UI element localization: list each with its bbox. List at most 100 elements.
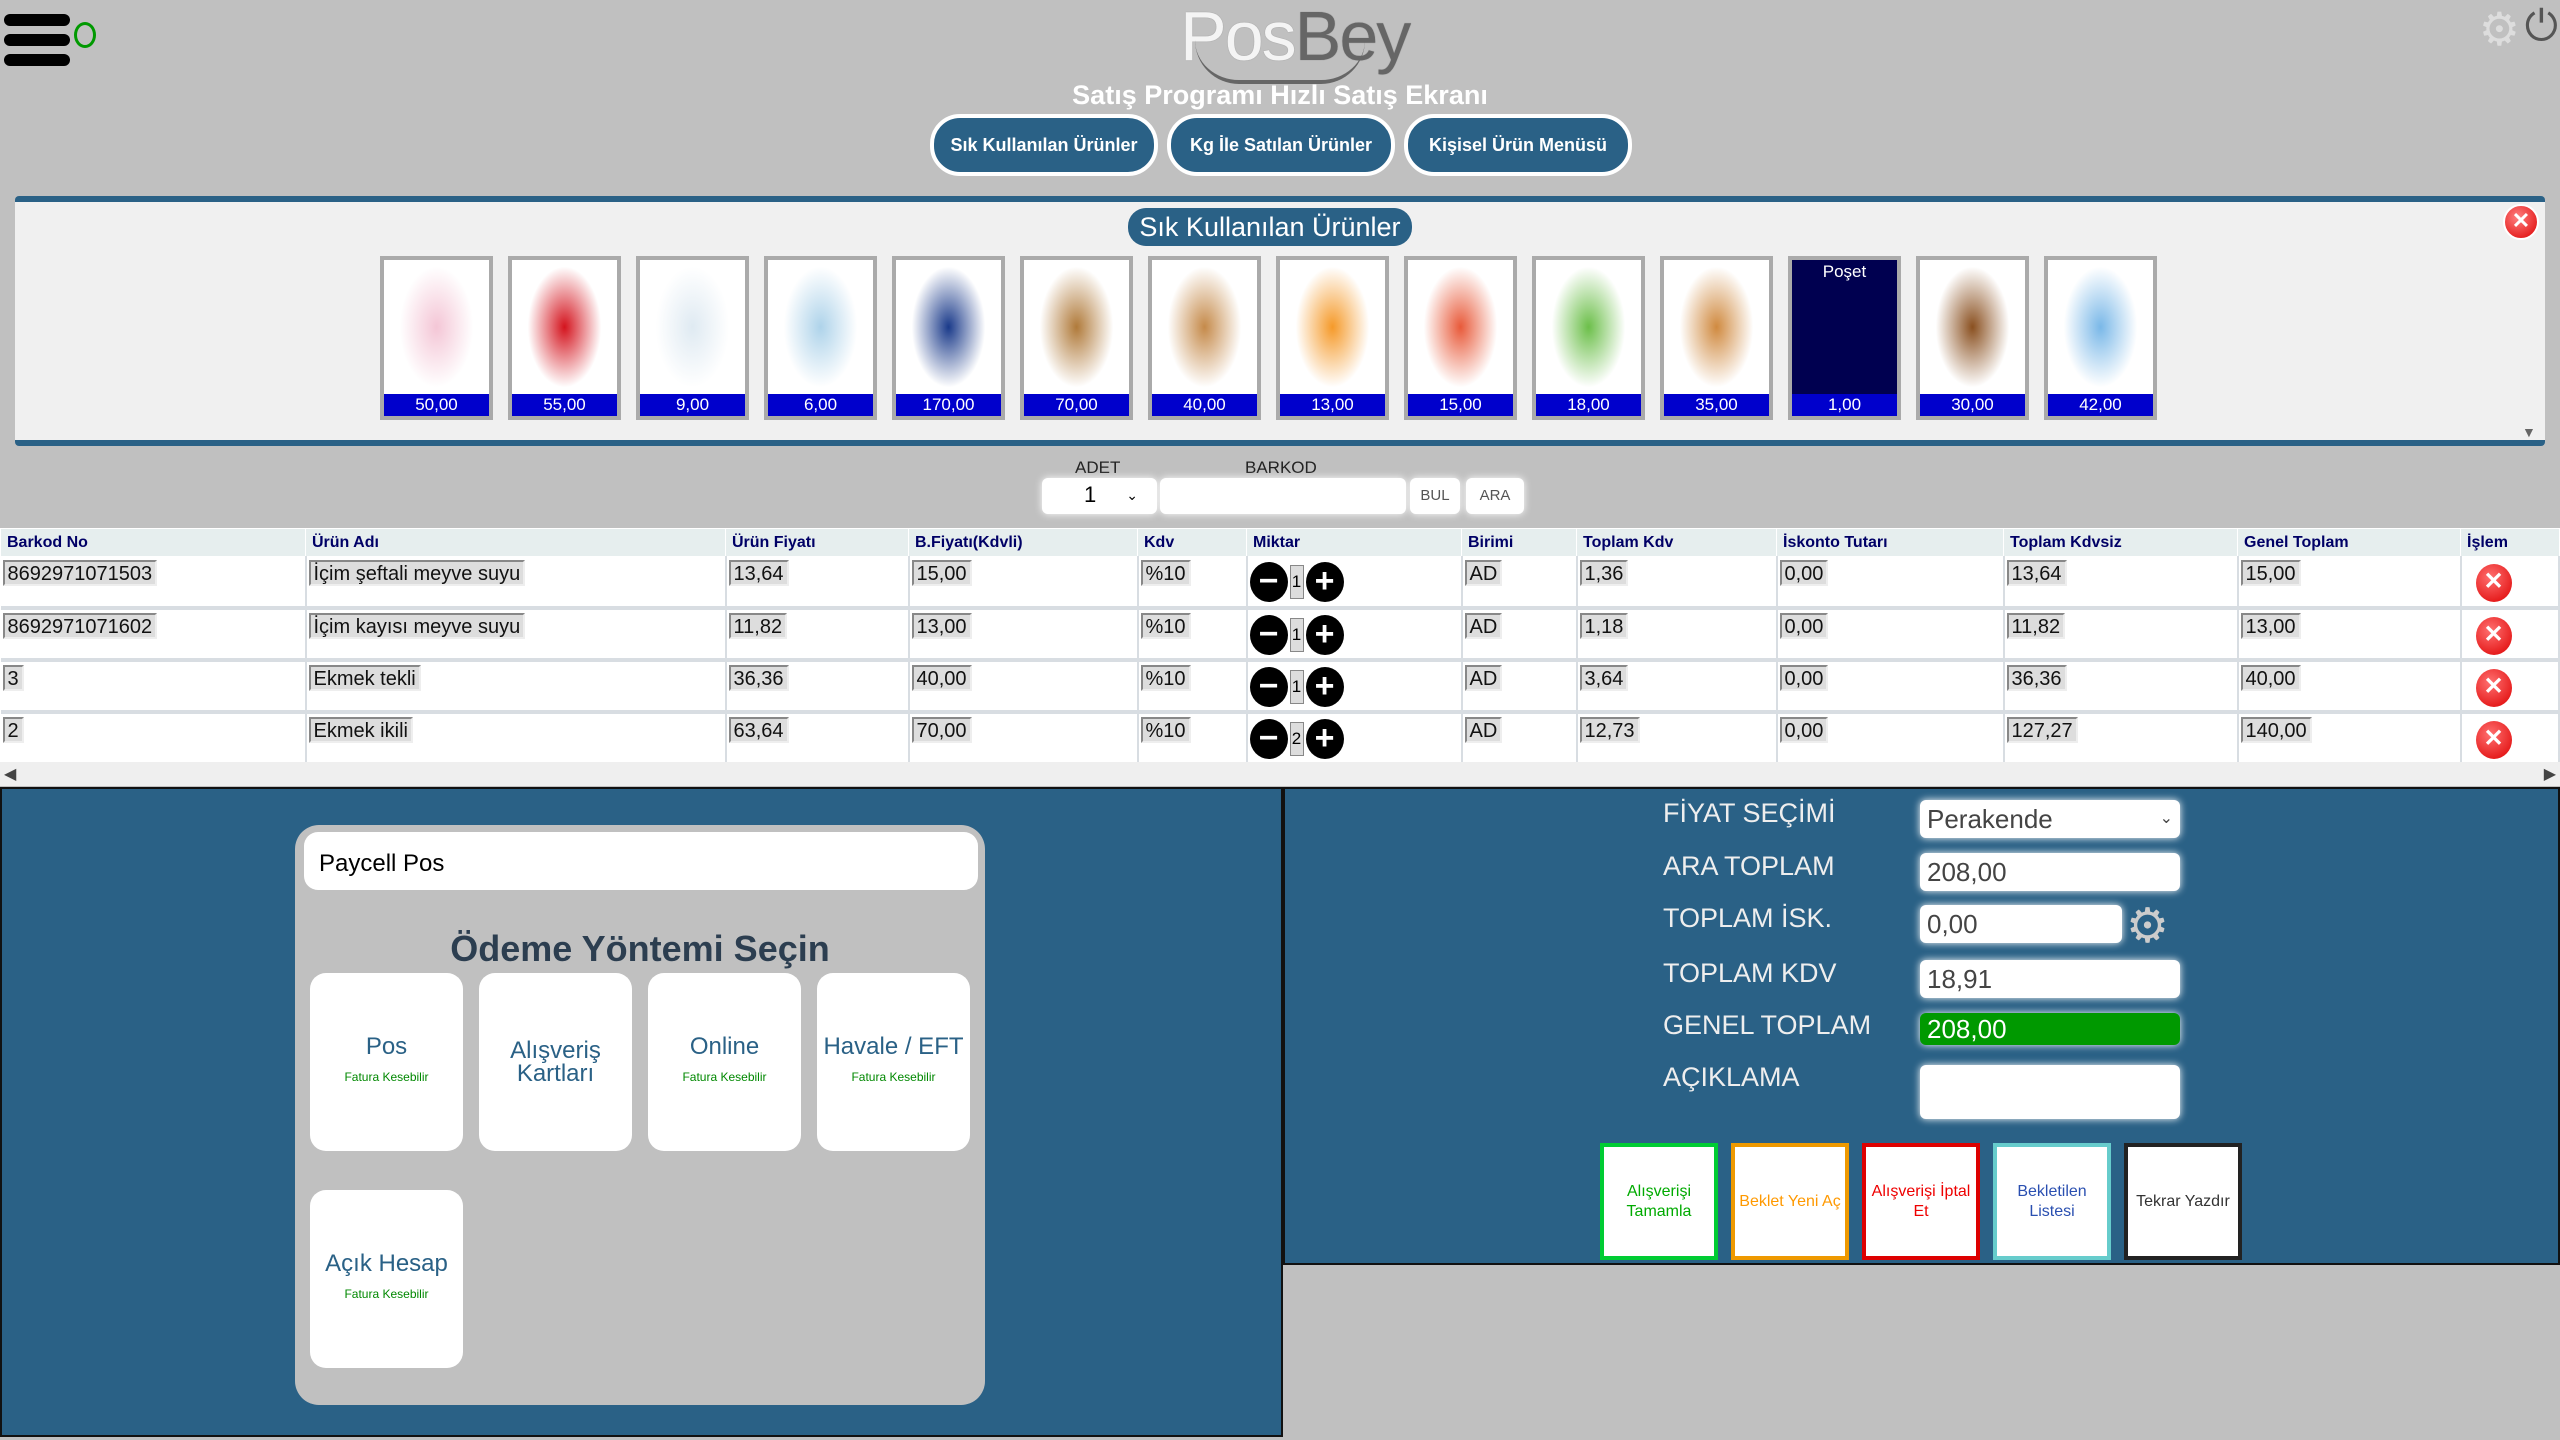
cell-field[interactable]: 13,64 [728,560,789,586]
qty-input[interactable]: 1 [1289,565,1304,599]
pos-provider-field[interactable]: Paycell Pos [304,832,978,890]
cell-field[interactable]: 1,18 [1579,612,1629,639]
cell-field[interactable]: AD [1464,612,1503,639]
cell-field[interactable]: 1,36 [1579,560,1629,586]
cell-field[interactable]: 11,82 [728,612,788,639]
cell-field[interactable]: 0,00 [1779,664,1829,691]
cell-field[interactable]: 13,00 [911,612,972,639]
decrease-qty-button[interactable]: − [1249,666,1288,707]
payment-method-card[interactable]: Alışveriş Kartları [479,973,632,1151]
payment-method-card[interactable]: Pos Fatura Kesebilir [310,973,463,1151]
decrease-qty-button[interactable]: − [1249,614,1288,655]
cell-field[interactable]: 127,27 [2006,716,2078,743]
fiyat-select[interactable]: Perakende ⌄ [1920,800,2180,838]
cell-field[interactable]: 13,64 [2006,560,2067,586]
ara-button[interactable]: ARA [1466,478,1524,514]
cell-field[interactable]: 36,36 [728,664,789,691]
cell-field[interactable]: İçim kayısı meyve suyu [308,612,526,639]
cell-field[interactable]: 40,00 [2240,664,2301,691]
delete-row-icon[interactable]: ✕ [2475,720,2512,759]
nav-personal-menu[interactable]: Kişisel Ürün Menüsü [1404,114,1632,176]
cell-field[interactable]: AD [1464,664,1503,691]
cell-field[interactable]: 0,00 [1779,612,1829,639]
increase-qty-button[interactable]: + [1305,666,1344,707]
cell-field[interactable]: Ekmek tekli [308,664,421,691]
decrease-qty-button[interactable]: − [1249,718,1288,759]
scroll-right-icon[interactable]: ▶ [2543,766,2556,783]
close-panel-icon[interactable]: ✕ [2503,204,2539,240]
increase-qty-button[interactable]: + [1305,718,1344,759]
cell-field[interactable]: %10 [1140,716,1191,743]
cell-field[interactable]: 15,00 [2240,560,2301,586]
product-tile[interactable]: 15,00 [1404,256,1517,420]
cell-field[interactable]: 2 [2,716,24,743]
cell-field[interactable]: 70,00 [911,716,972,743]
cell-field[interactable]: Ekmek ikili [308,716,413,743]
qty-input[interactable]: 1 [1289,669,1304,704]
cell-field[interactable]: 40,00 [911,664,972,691]
scroll-left-icon[interactable]: ◀ [4,766,17,783]
cell-field[interactable]: 11,82 [2006,612,2066,639]
delete-row-icon[interactable]: ✕ [2475,616,2512,655]
cell-field[interactable]: AD [1464,716,1503,743]
action-button[interactable]: Tekrar Yazdır [2124,1143,2242,1260]
cell-field[interactable]: 3 [2,664,24,691]
power-icon[interactable]: ⏻ [2524,2,2558,49]
product-tile[interactable]: 55,00 [508,256,621,420]
decrease-qty-button[interactable]: − [1249,562,1288,602]
product-tile[interactable]: 18,00 [1532,256,1645,420]
product-tile[interactable]: 30,00 [1916,256,2029,420]
action-button[interactable]: Bekletilen Listesi [1993,1143,2111,1260]
panel-scroll-down-icon[interactable]: ▼ [2522,424,2536,440]
delete-row-icon[interactable]: ✕ [2475,564,2512,602]
product-tile[interactable]: 50,00 [380,256,493,420]
settings-gear-icon[interactable]: ⚙ [2478,3,2520,55]
product-tile[interactable]: 42,00 [2044,256,2157,420]
cell-field[interactable]: 8692971071602 [2,612,158,639]
adet-select[interactable]: 1 ⌄ [1042,478,1157,514]
cell-field[interactable]: %10 [1140,612,1191,639]
toplam-isk-field[interactable]: 0,00 [1920,905,2122,943]
cell-field[interactable]: 15,00 [911,560,972,586]
product-tile[interactable]: 6,00 [764,256,877,420]
cell-field[interactable]: 140,00 [2240,716,2312,743]
product-tile[interactable]: 13,00 [1276,256,1389,420]
cell-field[interactable]: 63,64 [728,716,789,743]
increase-qty-button[interactable]: + [1305,614,1344,655]
delete-row-icon[interactable]: ✕ [2475,668,2512,707]
payment-method-card[interactable]: Havale / EFT Fatura Kesebilir [817,973,970,1151]
nav-frequent-products[interactable]: Sık Kullanılan Ürünler [930,114,1158,176]
product-tile[interactable]: 35,00 [1660,256,1773,420]
barkod-input[interactable] [1160,478,1406,514]
cell-field[interactable]: %10 [1140,560,1191,586]
product-tile[interactable]: 40,00 [1148,256,1261,420]
product-tile[interactable]: 170,00 [892,256,1005,420]
product-tile[interactable]: 70,00 [1020,256,1133,420]
action-button[interactable]: Alışverişi İptal Et [1862,1143,1980,1260]
cell-field[interactable]: İçim şeftali meyve suyu [308,560,526,586]
qty-input[interactable]: 1 [1289,617,1304,652]
toplam-kdv-field[interactable]: 18,91 [1920,960,2180,998]
increase-qty-button[interactable]: + [1305,562,1344,602]
discount-gear-icon[interactable]: ⚙ [2126,900,2170,953]
cell-field[interactable]: 3,64 [1579,664,1629,691]
action-button[interactable]: Alışverişi Tamamla [1600,1143,1718,1260]
qty-input[interactable]: 2 [1289,721,1304,756]
aciklama-textarea[interactable] [1920,1065,2180,1119]
cell-field[interactable]: AD [1464,560,1503,586]
genel-toplam-field[interactable]: 208,00 [1920,1013,2180,1045]
cell-field[interactable]: 36,36 [2006,664,2067,691]
product-tile[interactable]: 9,00 [636,256,749,420]
table-horizontal-scrollbar[interactable]: ◀ ▶ [0,762,2560,786]
cell-field[interactable]: %10 [1140,664,1191,691]
cell-field[interactable]: 8692971071503 [2,560,158,586]
hamburger-menu-icon[interactable] [4,14,70,74]
cell-field[interactable]: 0,00 [1779,560,1829,586]
payment-method-card[interactable]: Açık Hesap Fatura Kesebilir [310,1190,463,1368]
cell-field[interactable]: 0,00 [1779,716,1829,743]
product-tile[interactable]: Poşet 1,00 [1788,256,1901,420]
nav-kg-products[interactable]: Kg İle Satılan Ürünler [1167,114,1395,176]
cell-field[interactable]: 12,73 [1579,716,1640,743]
payment-method-card[interactable]: Online Fatura Kesebilir [648,973,801,1151]
bul-button[interactable]: BUL [1410,478,1460,514]
